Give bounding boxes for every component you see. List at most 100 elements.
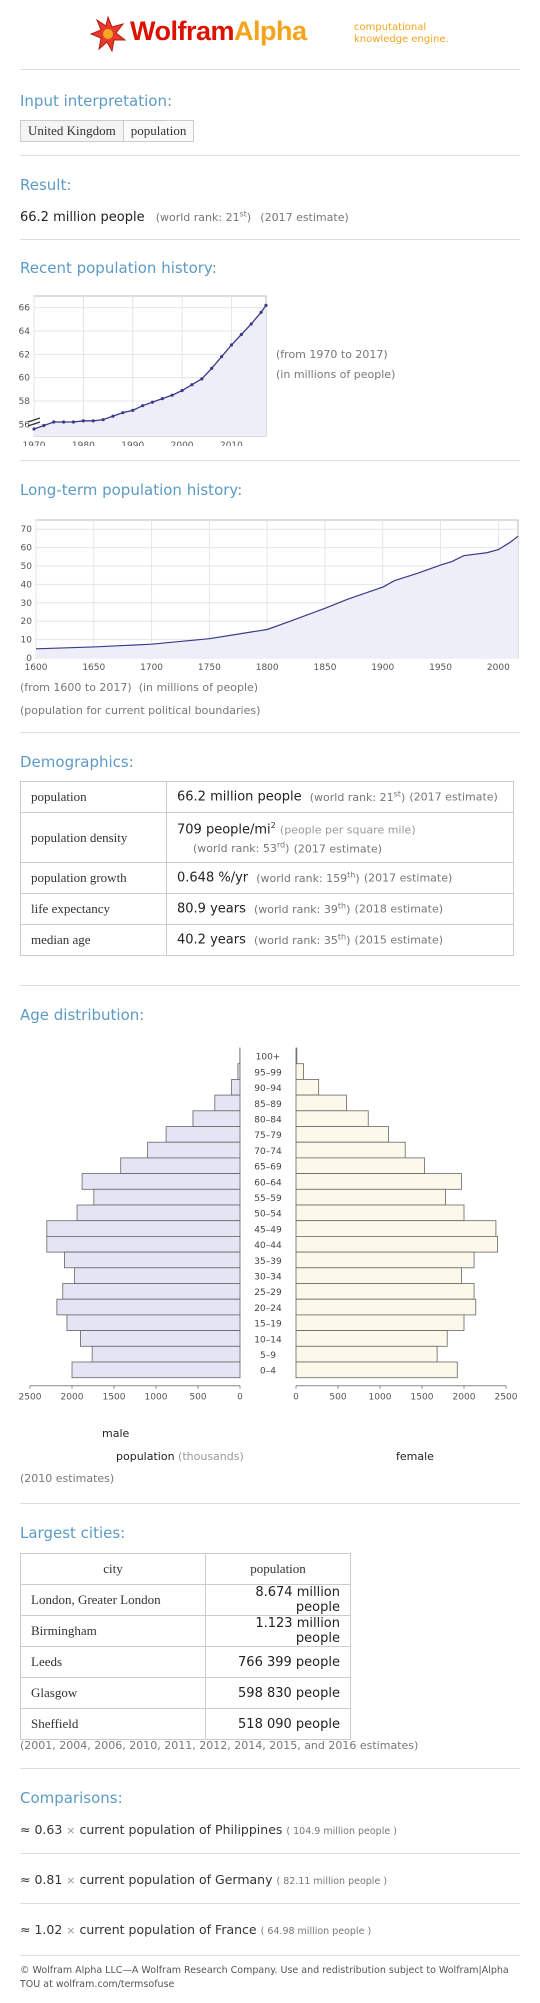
recent-history-title: Recent population history: <box>20 259 217 277</box>
y-tick-label: 50 <box>21 562 33 572</box>
result-value: 66.2 million people <box>20 210 145 225</box>
input-chip-property[interactable]: population <box>123 121 194 141</box>
male-bar <box>192 1110 241 1127</box>
footer-line-1: © Wolfram Alpha LLC—A Wolfram Research C… <box>20 1965 509 1976</box>
city-name: Birmingham <box>20 1615 206 1647</box>
comparison-row: ≈ 0.81 × current population of Germany (… <box>20 1872 388 1887</box>
data-point <box>71 420 76 424</box>
male-bar <box>237 1063 241 1080</box>
male-bar <box>56 1298 241 1316</box>
data-point <box>249 322 253 326</box>
demo-value: 709 people/mi <box>177 821 271 837</box>
recent-note-range: (from 1970 to 2017) <box>276 348 388 361</box>
footer-line-2[interactable]: TOU at wolfram.com/termsofuse <box>20 1979 175 1990</box>
area-fill <box>34 305 266 436</box>
male-bar <box>46 1235 241 1253</box>
female-x-tick-label: 0 <box>293 1393 299 1403</box>
cities-note: (2001, 2004, 2006, 2010, 2011, 2012, 201… <box>20 1739 419 1752</box>
male-bar <box>147 1141 241 1159</box>
male-x-tick-label: 0 <box>237 1393 243 1403</box>
y-tick-label: 0 <box>26 654 32 664</box>
demo-row-population: population 66.2 million people (world ra… <box>20 781 514 813</box>
demo-label: life expectancy <box>20 893 167 925</box>
result-rank: (world rank: 21st) <box>155 209 252 224</box>
wolfram-spikey-icon <box>90 16 126 52</box>
age-group-label: 15–19 <box>254 1320 282 1330</box>
female-x-tick-label: 1000 <box>369 1393 392 1403</box>
y-tick-label: 66 <box>19 304 31 314</box>
demo-value: 66.2 million people <box>177 789 302 805</box>
city-name: Sheffield <box>20 1708 206 1740</box>
age-distribution-chart: 100+ 95–99 90–94 85–89 80–84 75–79 70–74 65–69 6… <box>19 1047 518 1403</box>
x-tick-label: 1600 <box>25 663 48 673</box>
input-chip-country[interactable]: United Kingdom <box>21 121 124 141</box>
male-bar <box>71 1361 241 1379</box>
longterm-history-title: Long-term population history: <box>20 481 243 499</box>
x-tick-label: 1700 <box>140 663 163 673</box>
x-tick-label: 2000 <box>171 441 194 446</box>
female-bar <box>295 1251 475 1269</box>
demo-row-density: population density 709 people/mi2 (peopl… <box>20 812 514 863</box>
male-bar <box>76 1204 241 1222</box>
female-bar <box>295 1188 446 1206</box>
demo-label: population <box>20 781 167 813</box>
female-bar <box>295 1157 425 1175</box>
x-tick-label: 1850 <box>314 663 337 673</box>
city-name: Leeds <box>20 1646 206 1678</box>
logo[interactable]: WolframAlpha computational knowledge eng… <box>90 14 470 54</box>
female-bar <box>295 1220 497 1237</box>
y-tick-label: 70 <box>21 525 33 535</box>
table-row: Leeds 766 399 people <box>20 1646 351 1678</box>
male-bar <box>74 1267 241 1284</box>
y-tick-label: 40 <box>21 580 33 590</box>
city-population: 1.123 million people <box>205 1615 351 1647</box>
y-tick-label: 60 <box>21 544 33 554</box>
longterm-history-chart: 0 10 20 30 40 50 60 70 1600 1650 1700 1750 1800 1850 1… <box>21 519 519 673</box>
data-point <box>219 355 224 359</box>
female-x-tick-label: 2500 <box>495 1393 518 1403</box>
data-point <box>140 404 145 408</box>
y-tick-label: 62 <box>19 350 30 360</box>
y-tick-label: 60 <box>19 374 31 384</box>
data-point <box>160 397 164 401</box>
female-bar <box>295 1047 298 1065</box>
data-point <box>131 408 135 412</box>
age-group-label: 70–74 <box>254 1147 282 1157</box>
x-tick-label: 1970 <box>23 441 46 446</box>
input-section-title: Input interpretation: <box>20 92 173 110</box>
cities-title: Largest cities: <box>20 1524 126 1542</box>
data-point <box>239 332 243 337</box>
female-bar <box>295 1126 389 1143</box>
x-tick-label: 1990 <box>121 441 144 446</box>
city-name: Glasgow <box>20 1677 206 1709</box>
demo-value: 0.648 %/yr <box>177 870 249 886</box>
recent-note-unit: (in millions of people) <box>276 368 396 381</box>
demo-rank: (world rank: 53rd) <box>193 840 290 856</box>
female-bar <box>295 1141 406 1159</box>
x-tick-label: 1900 <box>371 663 394 673</box>
longterm-note-range: (from 1600 to 2017) (in millions of peop… <box>20 681 259 694</box>
result-section-title: Result: <box>20 176 72 194</box>
male-bar <box>64 1251 241 1269</box>
data-point <box>62 420 66 424</box>
male-bar <box>81 1173 241 1190</box>
data-point <box>91 419 95 423</box>
age-group-label: 25–29 <box>254 1288 282 1298</box>
age-group-label: 45–49 <box>254 1225 282 1235</box>
data-point <box>190 383 194 387</box>
male-bar <box>214 1094 241 1112</box>
y-tick-label: 20 <box>21 617 33 627</box>
demo-estimate: (2017 estimate) <box>363 871 453 885</box>
result-estimate: (2017 estimate) <box>260 211 349 224</box>
comparisons-title: Comparisons: <box>20 1789 123 1807</box>
demo-estimate: (2017 estimate) <box>409 790 498 804</box>
age-group-label: 40–44 <box>254 1241 282 1251</box>
age-group-label: 65–69 <box>254 1163 282 1173</box>
demo-row-growth: population growth 0.648 %/yr (world rank… <box>20 862 514 894</box>
cities-header-population: population <box>205 1553 351 1585</box>
logo-wolfram: Wolfram <box>130 16 235 46</box>
age-group-label: 100+ <box>256 1053 281 1063</box>
age-distribution-title: Age distribution: <box>20 1006 145 1024</box>
input-chips: United Kingdom population <box>20 120 195 142</box>
male-bar <box>66 1314 241 1331</box>
